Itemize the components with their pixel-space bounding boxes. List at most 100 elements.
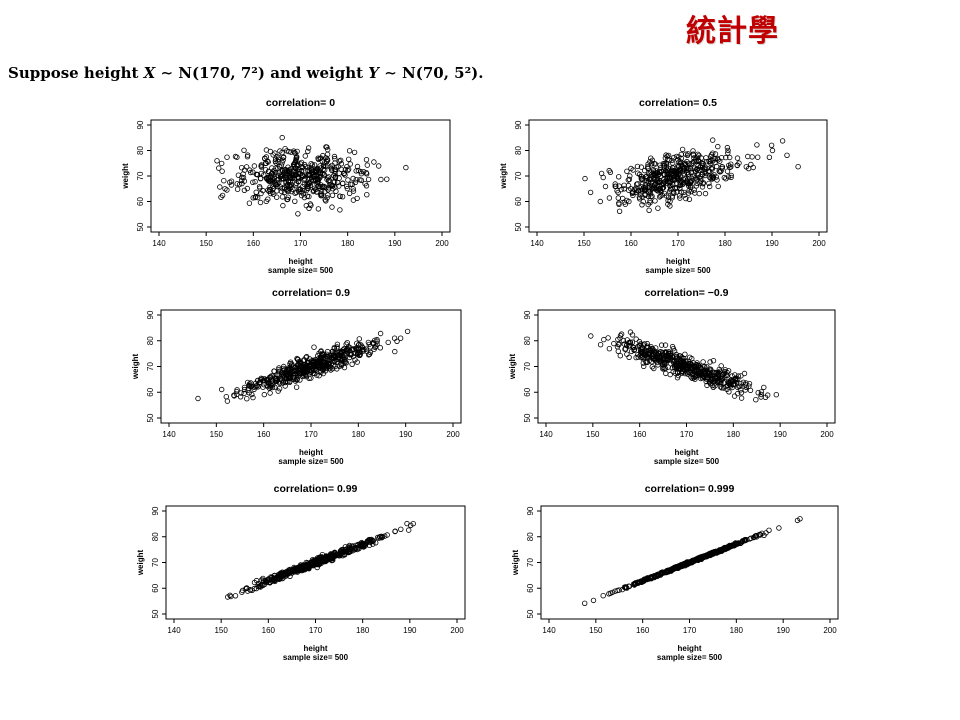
y-tick-label: 50 [136, 222, 145, 231]
data-point [384, 176, 390, 182]
data-point [283, 174, 290, 181]
data-point [663, 360, 669, 367]
data-point [779, 138, 786, 144]
data-point [303, 202, 309, 209]
y-tick-label: 50 [514, 222, 523, 231]
scatter-points [214, 134, 409, 217]
data-point [709, 377, 715, 383]
data-point [795, 163, 801, 170]
data-point [252, 194, 258, 201]
data-point [651, 365, 657, 372]
data-point [354, 546, 361, 553]
y-tick-label: 50 [526, 609, 535, 618]
data-point [214, 158, 220, 164]
y-axis-label: weight [136, 550, 145, 577]
data-point [676, 154, 682, 160]
data-point [241, 390, 247, 397]
data-point [281, 185, 288, 191]
data-point [274, 188, 280, 194]
x-tick-label: 160 [633, 430, 647, 439]
data-point [311, 344, 317, 350]
data-point [665, 355, 671, 361]
data-point [696, 190, 702, 197]
data-point [731, 542, 738, 548]
data-point [336, 363, 342, 369]
statement-x-dist: ∼ N(170, 7²) [160, 64, 265, 82]
data-point [611, 340, 617, 347]
data-point [311, 557, 317, 563]
data-point [293, 154, 300, 161]
data-point [615, 348, 621, 354]
y-axis-label: weight [508, 354, 517, 381]
data-point [349, 361, 355, 367]
data-point [325, 178, 332, 184]
data-point [642, 352, 648, 358]
data-point [379, 535, 385, 541]
data-point [247, 169, 254, 176]
data-point [356, 349, 362, 356]
x-tick-label: 190 [388, 239, 402, 248]
x-tick-label: 140 [167, 626, 181, 635]
data-point [643, 351, 649, 357]
data-point [215, 165, 222, 171]
data-point [238, 164, 245, 171]
data-point [274, 177, 280, 183]
data-point [726, 543, 733, 549]
data-point [721, 174, 727, 181]
data-point [324, 195, 330, 201]
data-point [673, 351, 679, 358]
x-axis-label: height [299, 448, 323, 457]
data-point [621, 186, 627, 192]
data-point [392, 528, 398, 535]
data-point [626, 340, 632, 346]
data-point [341, 345, 347, 352]
scatter-points [588, 329, 779, 403]
data-point [741, 370, 748, 377]
data-point [315, 364, 321, 370]
data-point [644, 359, 650, 365]
data-point [716, 378, 722, 385]
data-point [350, 186, 356, 192]
x-tick-label: 190 [773, 430, 787, 439]
data-point [354, 163, 361, 170]
data-point [726, 389, 732, 395]
data-point [655, 350, 661, 356]
x-axis-label: height [675, 448, 699, 457]
data-point [746, 381, 753, 387]
x-tick-label: 200 [820, 430, 834, 439]
data-point [291, 175, 298, 182]
x-tick-label: 160 [262, 626, 276, 635]
data-point [371, 159, 377, 165]
y-tick-label: 90 [514, 120, 523, 129]
data-point [237, 394, 244, 400]
data-point [722, 367, 728, 373]
data-point [271, 574, 277, 581]
data-point [346, 148, 353, 154]
data-point [616, 201, 622, 207]
data-point [642, 192, 648, 198]
data-point [354, 195, 360, 202]
data-point [631, 580, 638, 587]
data-point [304, 353, 310, 360]
data-point [246, 167, 253, 173]
data-point [324, 144, 330, 150]
data-point [301, 175, 308, 182]
data-point [671, 154, 677, 161]
data-point [234, 186, 241, 192]
data-point [284, 169, 291, 175]
data-point [228, 182, 235, 188]
data-point [641, 578, 647, 584]
y-tick-label: 60 [514, 197, 523, 206]
data-point [334, 341, 341, 347]
data-point [734, 540, 740, 547]
data-point [736, 383, 742, 389]
data-point [246, 200, 253, 206]
data-point [290, 186, 296, 192]
data-point [639, 354, 646, 360]
data-point [690, 173, 696, 179]
data-point [332, 550, 338, 556]
data-point [403, 164, 409, 171]
data-point [317, 163, 323, 169]
scatter-panel: correlation= 0.5 140 150 160 170 180 190 200 50 6… [499, 97, 828, 275]
data-point [336, 354, 342, 361]
